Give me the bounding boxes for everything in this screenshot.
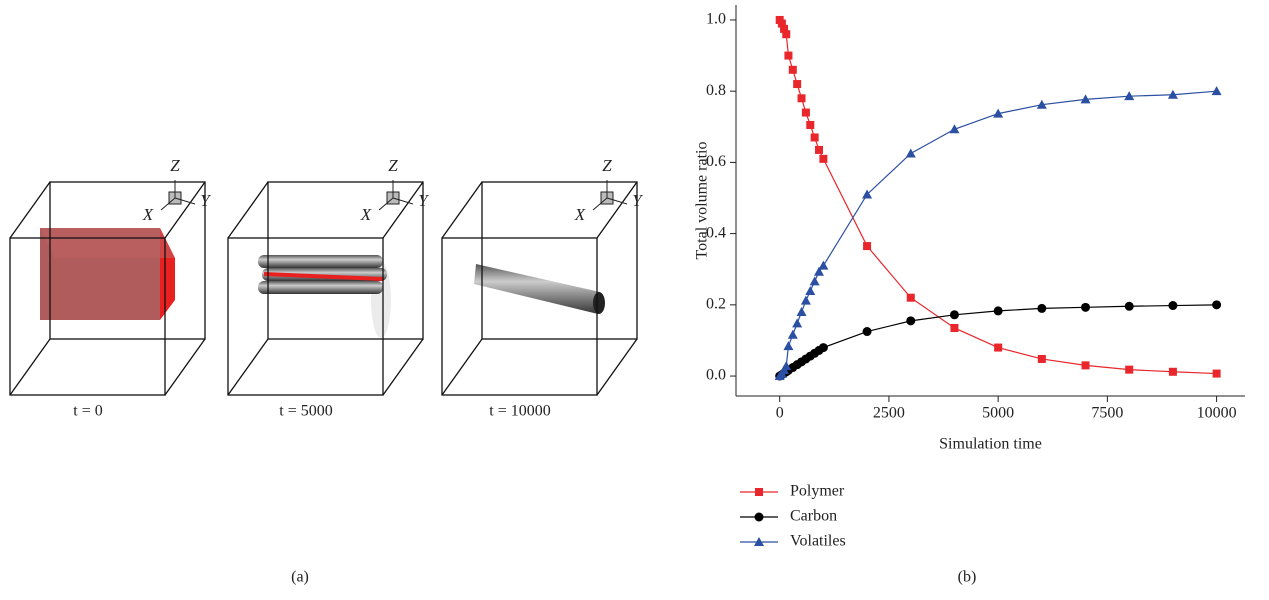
data-point — [805, 286, 815, 295]
data-point — [798, 94, 806, 102]
data-point — [788, 330, 798, 339]
data-point — [863, 242, 871, 250]
legend-marker — [755, 513, 764, 522]
data-point — [792, 318, 802, 327]
legend-label: Carbon — [790, 508, 837, 525]
data-point — [783, 341, 793, 350]
snapshot-3 — [442, 182, 637, 395]
y-tick-label: 1.0 — [706, 11, 726, 28]
data-point — [994, 306, 1003, 315]
snapshot-2 — [228, 182, 423, 395]
y-tick-label: 0.0 — [706, 367, 726, 384]
data-point — [1125, 302, 1134, 311]
data-point — [797, 307, 807, 316]
axis-label: Z — [602, 156, 612, 175]
data-point — [1212, 86, 1222, 95]
legend-marker — [755, 488, 763, 496]
axis-label: Y — [200, 191, 211, 210]
axis-label: X — [574, 205, 586, 224]
x-tick-label: 10000 — [1197, 405, 1237, 422]
data-point — [1212, 300, 1221, 309]
data-point — [1125, 366, 1133, 374]
data-point — [782, 30, 790, 38]
axis-label: X — [142, 205, 154, 224]
x-tick-label: 2500 — [873, 405, 905, 422]
data-point — [906, 148, 916, 157]
axis-label: Y — [632, 191, 643, 210]
x-tick-label: 5000 — [982, 405, 1014, 422]
data-point — [1082, 361, 1090, 369]
data-point — [815, 146, 823, 154]
data-point — [806, 121, 814, 129]
x-axis-title: Simulation time — [939, 436, 1042, 453]
data-point — [802, 109, 810, 117]
y-tick-label: 0.8 — [706, 82, 726, 99]
axis-label: Z — [170, 156, 180, 175]
data-point — [1081, 303, 1090, 312]
data-point — [863, 327, 872, 336]
time-label: t = 10000 — [489, 403, 550, 420]
time-label: t = 5000 — [279, 403, 332, 420]
series-line — [780, 20, 1217, 374]
data-point — [811, 133, 819, 141]
data-point — [818, 261, 828, 270]
x-tick-label: 0 — [776, 405, 784, 422]
data-point — [810, 276, 820, 285]
x-tick-label: 7500 — [1091, 405, 1123, 422]
data-point — [789, 66, 797, 74]
data-point — [1038, 355, 1046, 363]
y-axis-title: Total volume ratio — [694, 142, 711, 260]
data-point — [819, 343, 828, 352]
data-point — [1168, 301, 1177, 310]
data-point — [784, 52, 792, 60]
y-tick-label: 0.2 — [706, 296, 726, 313]
data-point — [1213, 370, 1221, 378]
data-point — [950, 310, 959, 319]
data-point — [949, 124, 959, 133]
data-point — [907, 294, 915, 302]
axis-label: Z — [388, 156, 398, 175]
series-line — [780, 305, 1217, 376]
data-point — [994, 344, 1002, 352]
data-point — [906, 316, 915, 325]
time-label: t = 0 — [73, 403, 102, 420]
snapshot-1 — [10, 182, 205, 395]
data-point — [801, 296, 811, 305]
axis-label: Y — [418, 191, 429, 210]
panel-caption: (b) — [958, 569, 977, 586]
panel-caption: (a) — [291, 569, 309, 586]
data-point — [819, 155, 827, 163]
data-point — [1169, 368, 1177, 376]
series-line — [780, 91, 1217, 376]
figure: (a) (b) Z Y Xt = 0 Z Y Xt = 5000 Z Y Xt = 10000 0… — [0, 0, 1269, 600]
data-point — [1037, 304, 1046, 313]
axis-label: X — [360, 205, 372, 224]
legend-label: Polymer — [790, 483, 845, 500]
data-point — [793, 80, 801, 88]
data-point — [950, 324, 958, 332]
legend-label: Volatiles — [790, 533, 846, 550]
